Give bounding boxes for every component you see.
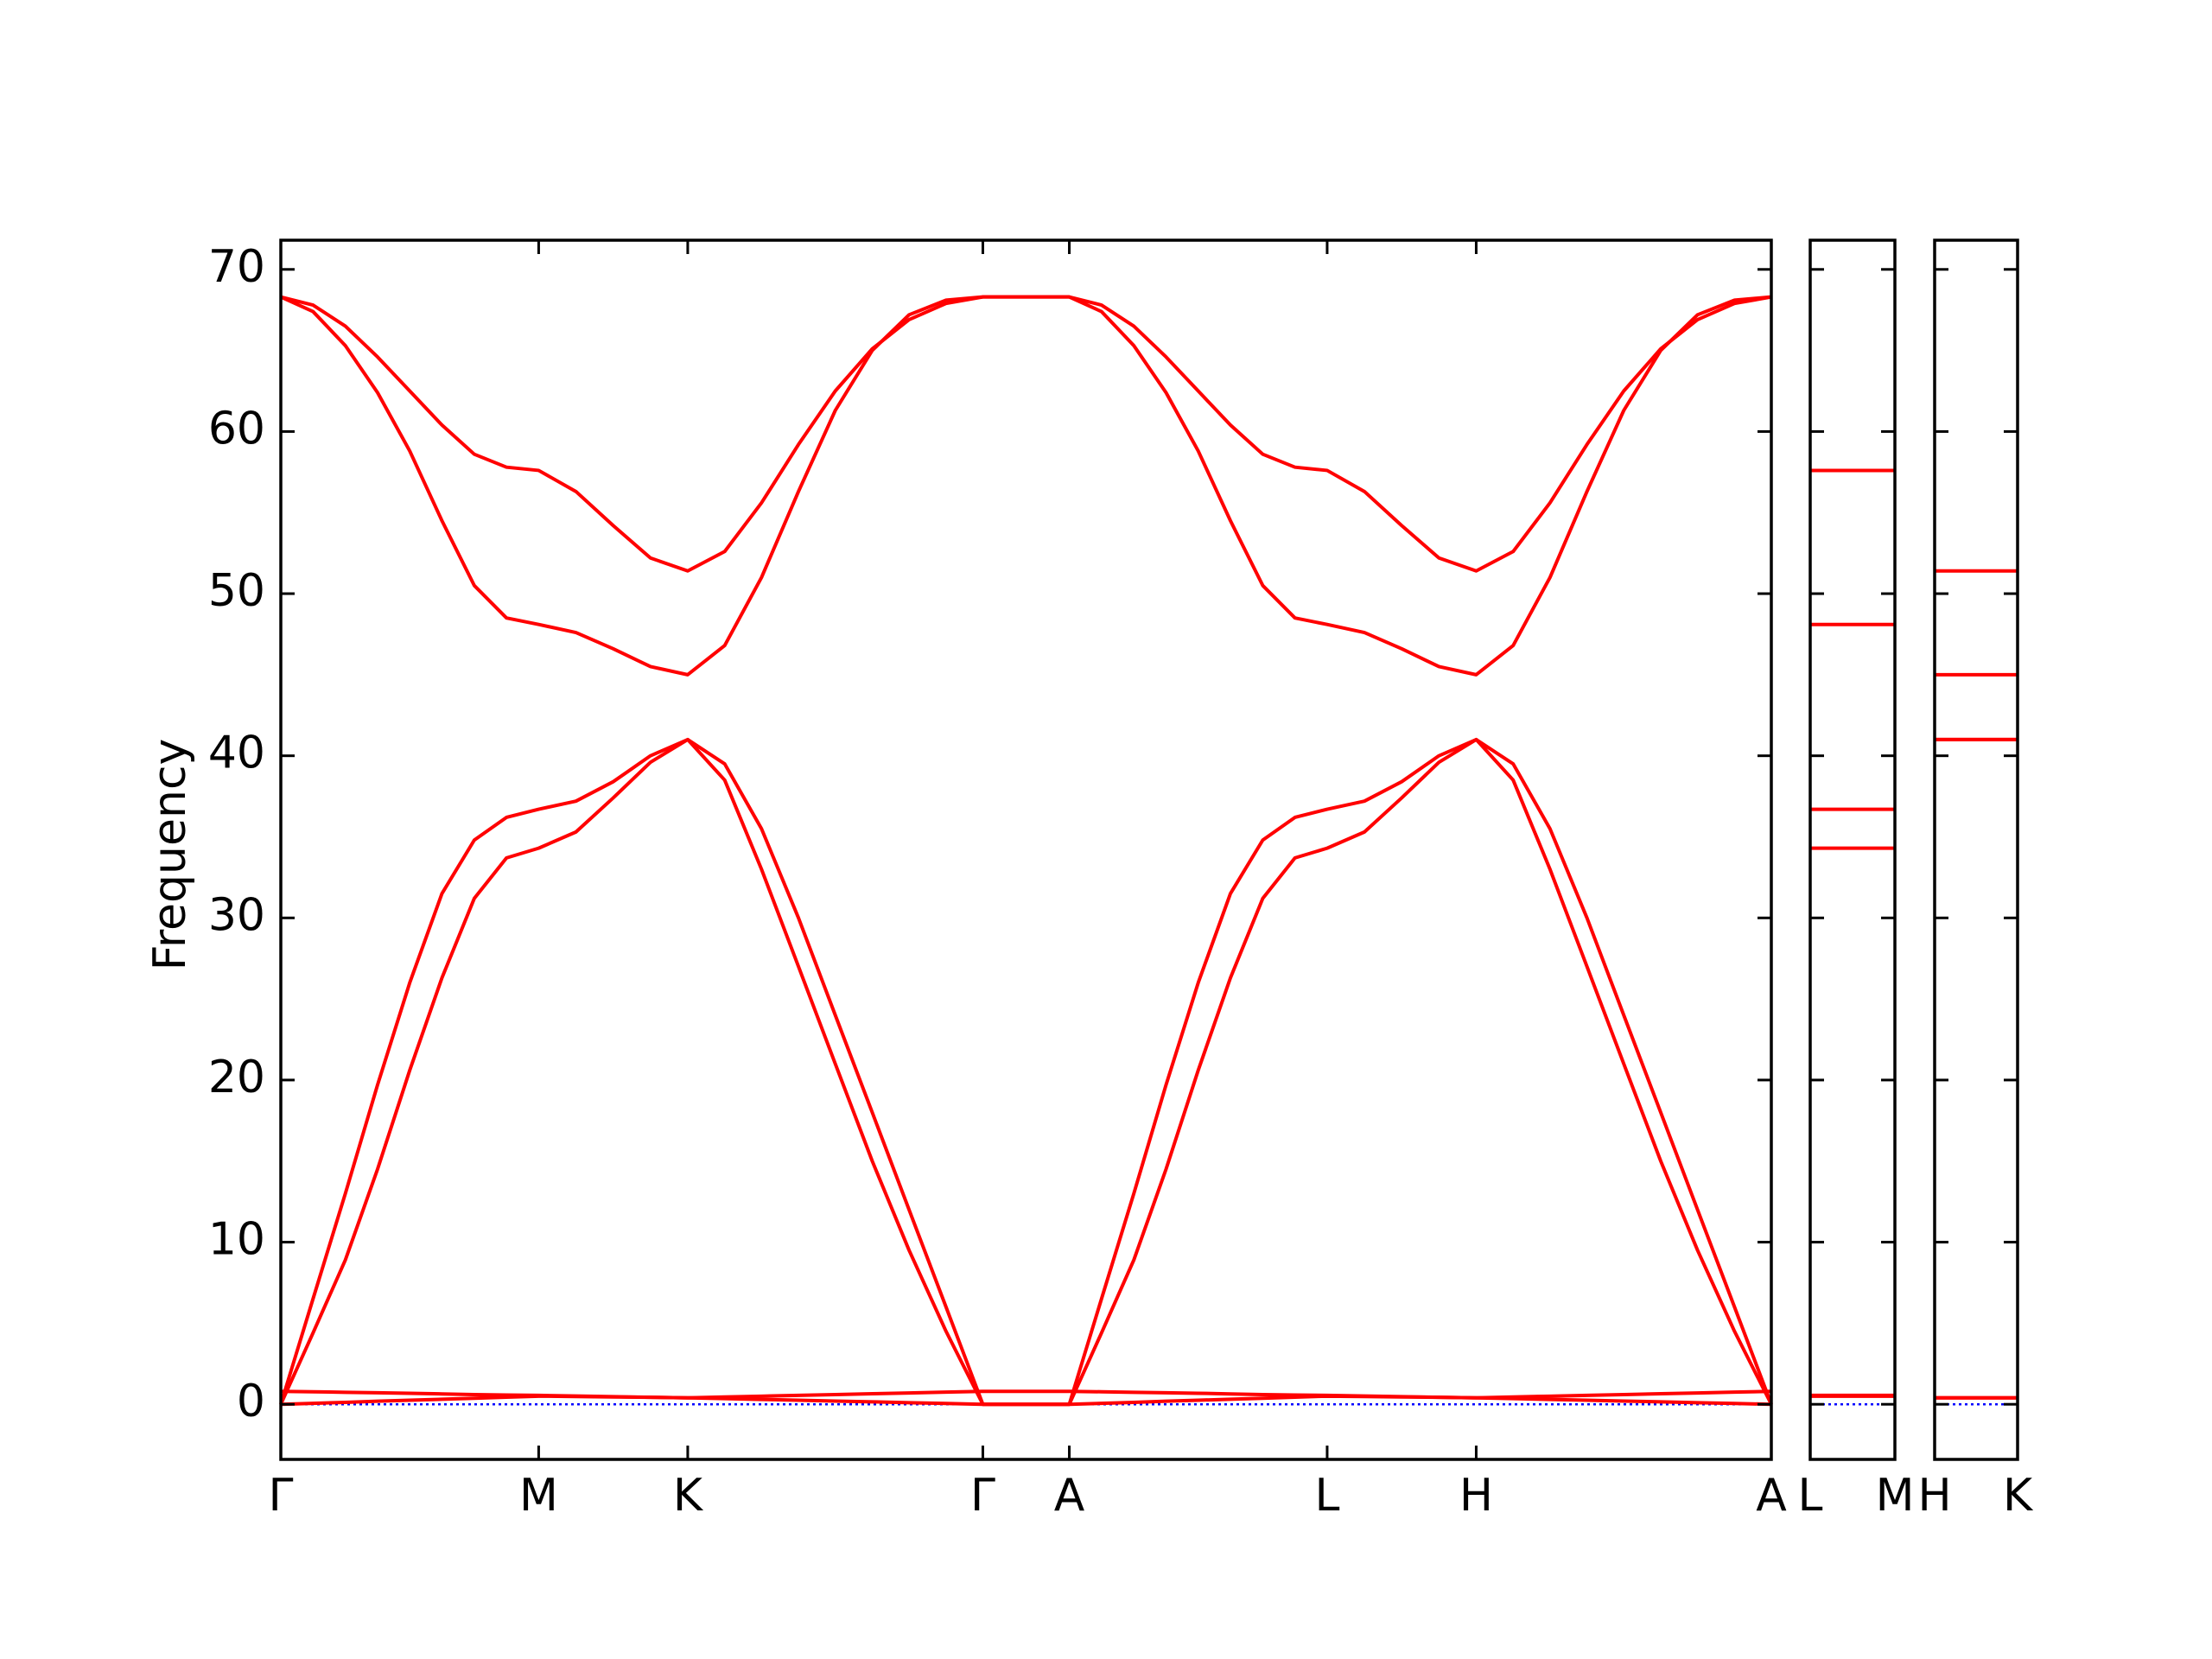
y-tick-label: 40 [208,728,265,779]
x-tick-label: K [673,1470,704,1522]
x-tick-label: A [1756,1470,1787,1522]
x-tick-label: K [2003,1470,2034,1522]
x-tick-label: H [1917,1470,1951,1522]
y-tick-label: 60 [208,403,265,454]
y-axis-label: Frequency [144,739,196,971]
y-tick-label: 0 [237,1376,265,1427]
x-tick-label: L [1798,1470,1823,1522]
x-tick-label: M [519,1470,558,1522]
y-tick-label: 70 [208,241,265,293]
x-tick-label: H [1459,1470,1493,1522]
y-tick-label: 50 [208,565,265,617]
y-tick-label: 20 [208,1052,265,1103]
x-tick-label: Γ [970,1470,995,1522]
band-line [280,1394,1772,1407]
y-tick-label: 30 [208,889,265,941]
band-line [280,295,1772,677]
x-tick-label: M [1876,1470,1915,1522]
plot-frame [1933,238,2019,1461]
plot-frame [279,238,1773,1461]
x-tick-label: A [1054,1470,1085,1522]
x-tick-label: Γ [269,1470,294,1522]
plot-frame [1808,238,1897,1461]
x-tick-label: L [1314,1470,1339,1522]
y-tick-label: 10 [208,1214,265,1266]
